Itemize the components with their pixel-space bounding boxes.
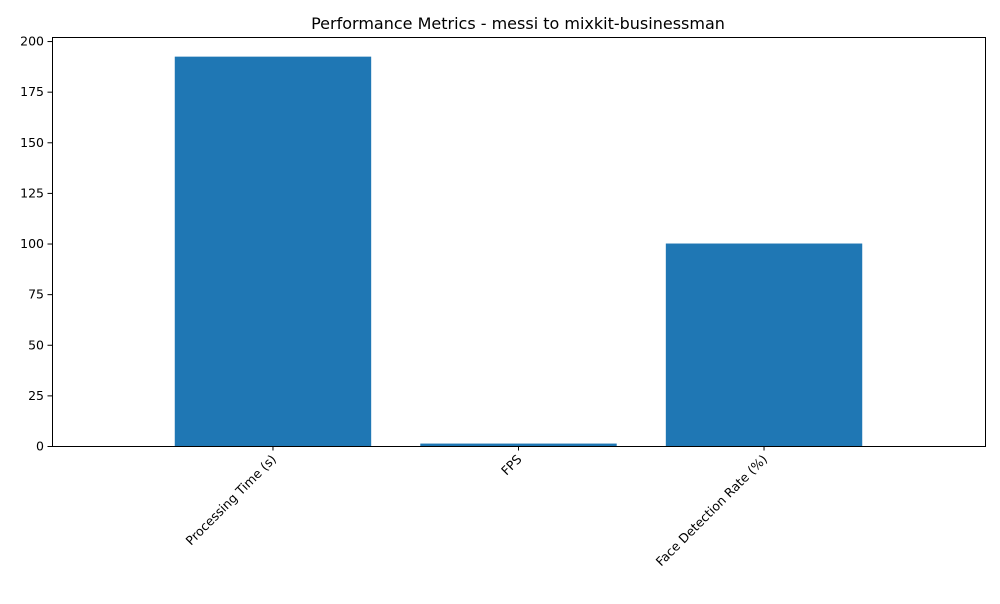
x-tick-label: Face Detection Rate (%) [653,452,771,570]
y-tick-label: 75 [28,287,44,302]
y-tick-label: 125 [20,185,44,200]
y-tick-label: 100 [20,236,44,251]
y-tick-label: 200 [20,34,44,49]
x-tick-label: FPS [498,451,525,478]
y-tick-label: 0 [36,439,44,454]
bars-layer [174,56,863,446]
y-axis: 0 25 50 75 100 125 150 175 200 [20,34,52,454]
bar-fps [420,443,617,446]
bar-face-detection-rate [665,243,863,446]
x-axis: Processing Time (s) FPS Face Detection Rat… [183,446,771,570]
y-tick-label: 175 [20,84,44,99]
bar-processing-time-s [174,56,372,446]
chart-title: Performance Metrics - messi to mixkit-bu… [311,14,725,33]
x-tick-label: Processing Time (s) [183,452,280,549]
y-tick-label: 150 [20,135,44,150]
y-tick-label: 25 [28,388,44,403]
plot-frame [52,37,986,447]
y-tick-label: 50 [28,337,44,352]
